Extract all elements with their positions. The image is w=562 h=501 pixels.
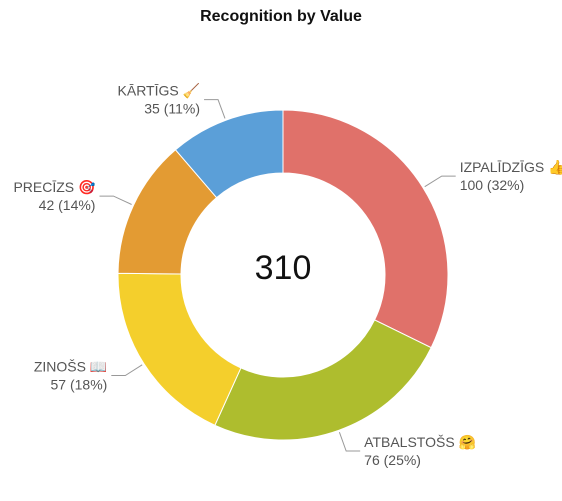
leader-line-izpalīdzīgs (424, 175, 456, 188)
leader-line-kārtīgs (204, 99, 226, 119)
donut-slice-izpalīdzīgs[interactable] (282, 109, 449, 349)
leader-line-atbalstošs (338, 432, 361, 452)
slice-value-atbalstošs: 76 (25%) (364, 452, 421, 468)
slice-value-precīzs: 42 (14%) (39, 197, 96, 213)
slice-label-atbalstošs: ATBALSTOŠS 🤗 (364, 434, 476, 450)
chart-title: Recognition by Value (200, 8, 362, 25)
donut-slice-kārtīgs[interactable] (174, 109, 284, 199)
slice-label-izpalīdzīgs: IZPALĪDZĪGS 👍 (460, 159, 562, 176)
leader-line-precīzs (99, 195, 132, 205)
leader-line-zinošs (111, 364, 143, 377)
slice-label-zinošs: ZINOŠS 📖 (34, 359, 107, 375)
slice-value-izpalīdzīgs: 100 (32%) (460, 177, 525, 193)
center-total: 310 (255, 249, 312, 287)
slice-label-kārtīgs: KĀRTĪGS 🧹 (118, 83, 201, 100)
slice-value-zinošs: 57 (18%) (51, 377, 108, 393)
donut-slice-zinošs[interactable] (117, 272, 242, 426)
donut-slice-atbalstošs[interactable] (214, 319, 432, 441)
slice-label-precīzs: PRECĪZS 🎯 (13, 179, 96, 195)
slice-value-kārtīgs: 35 (11%) (144, 101, 200, 117)
